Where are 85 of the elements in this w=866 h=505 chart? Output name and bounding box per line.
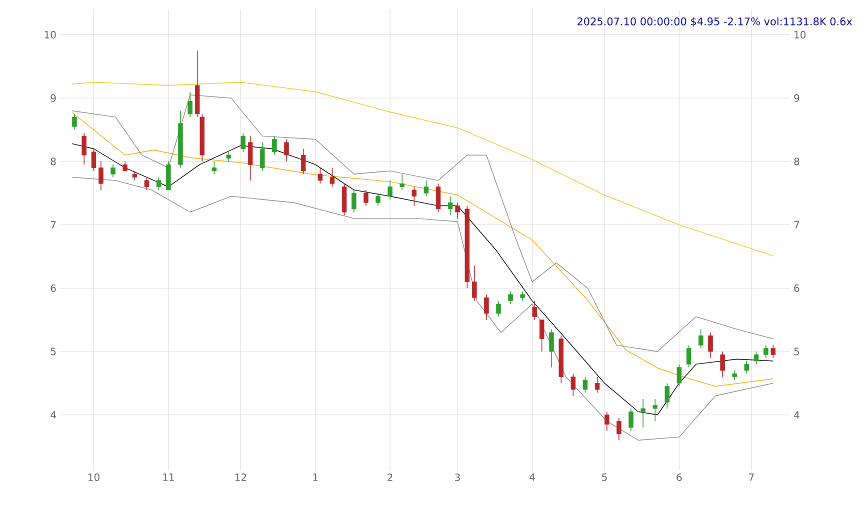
- y2-tick-label: 8: [794, 158, 800, 166]
- candlestick: [582, 376, 588, 394]
- x-tick-label: 5: [602, 474, 607, 481]
- x-tick-label: 4: [530, 474, 535, 481]
- x-tick-label: 3: [455, 474, 460, 482]
- y-tick-label: 8: [50, 158, 56, 166]
- y-tick-label: 6: [50, 284, 56, 292]
- candlestick: [300, 148, 306, 174]
- text: 2025.07.10 00:00:00 $4.95 -2.17% vol:1131.8K 0.6x: [577, 17, 852, 27]
- candlestick: [248, 136, 253, 181]
- candlestick: [732, 370, 737, 380]
- candlestick: [388, 180, 392, 200]
- candlestick: [260, 142, 265, 172]
- candlestick: [652, 398, 658, 422]
- candlestick: [376, 192, 380, 206]
- candlestick: [604, 411, 610, 432]
- candlestick: [272, 136, 277, 156]
- candlestick: [628, 408, 634, 432]
- candlestick: [156, 176, 162, 190]
- y2-tick-label: 5: [794, 348, 799, 356]
- candlestick: [212, 161, 217, 174]
- candlestick: [91, 148, 96, 172]
- y2-tick-label: 9: [794, 94, 800, 102]
- x-tick-label: 6: [676, 474, 682, 482]
- x-tick-label: 10: [88, 474, 100, 482]
- candlestick: [188, 91, 192, 118]
- candlestick: [284, 138, 289, 162]
- candlestick: [594, 376, 600, 394]
- candlestick: [744, 360, 750, 374]
- candlestick: [484, 294, 489, 320]
- candlestick: [240, 132, 246, 152]
- x-tick-label: 11: [163, 474, 174, 481]
- y-tick-label: 4: [50, 411, 56, 419]
- x-tick-label: 7: [749, 474, 754, 481]
- candlestick: [640, 398, 646, 428]
- candlestick: [110, 164, 116, 178]
- candlestick: [708, 332, 713, 358]
- candlestick: [72, 114, 77, 130]
- y2-tick-label: 7: [794, 221, 800, 228]
- candlestick: [424, 180, 429, 197]
- y-tick-label: 10: [44, 30, 56, 38]
- candlestick: [549, 328, 554, 368]
- candlestick: [616, 418, 622, 441]
- x-tick-label: 1: [313, 474, 318, 481]
- candlestick: [698, 328, 704, 349]
- candlestick: [412, 186, 417, 206]
- line-series: [72, 112, 774, 387]
- candlestick: [764, 344, 768, 358]
- candlestick: [448, 196, 453, 216]
- candlestick: [144, 176, 150, 190]
- candlestick: [686, 344, 692, 368]
- candlestick: [496, 300, 501, 318]
- candlestick: [400, 174, 404, 190]
- candlestick: [532, 300, 537, 320]
- candlestick: [664, 382, 670, 409]
- candlestick: [122, 161, 128, 172]
- line-series: [72, 94, 774, 352]
- candlestick: [570, 373, 576, 396]
- candlestick: [82, 132, 86, 165]
- candlestick: [318, 167, 323, 184]
- candlestick: [520, 290, 525, 302]
- candlestick: [539, 319, 544, 352]
- y2-tick-label: 4: [794, 411, 800, 419]
- y2-tick-label: 6: [794, 284, 800, 292]
- candlestick: [472, 266, 477, 302]
- candlestick: [352, 190, 356, 213]
- candlestick: [508, 290, 513, 304]
- y2-tick-label: 10: [794, 30, 806, 38]
- y-tick-label: 9: [50, 94, 56, 102]
- y-tick-label: 5: [50, 348, 56, 356]
- candlestick: [330, 167, 335, 188]
- x-tick-label: 2: [388, 474, 392, 481]
- candlestick: [754, 351, 759, 365]
- candlestick: [226, 152, 232, 162]
- y-tick-label: 7: [50, 221, 56, 228]
- candlestick: [436, 183, 441, 213]
- candlestick: [676, 364, 682, 387]
- candlestick: [98, 161, 104, 190]
- candlestick: [455, 202, 460, 219]
- candlestick: [720, 351, 725, 378]
- x-tick-label: 12: [235, 474, 246, 481]
- candlestick: [132, 170, 138, 181]
- line-series: [72, 82, 774, 256]
- candlestick: [770, 344, 776, 358]
- candlestick: [364, 190, 368, 206]
